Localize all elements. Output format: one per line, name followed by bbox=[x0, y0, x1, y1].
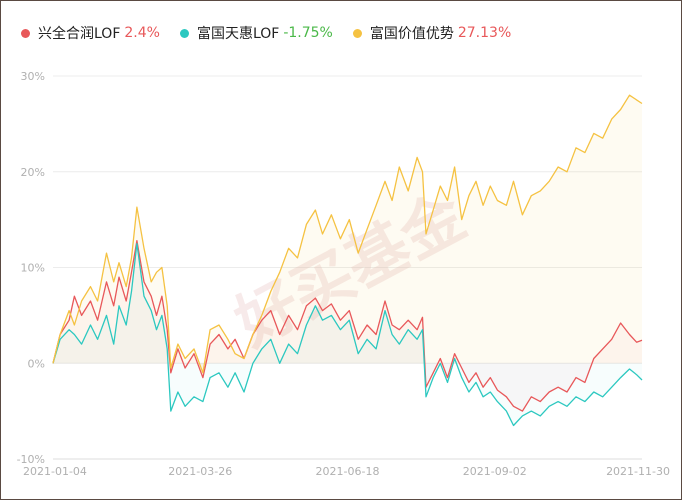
legend-label-series-0: 兴全合润LOF bbox=[38, 26, 121, 42]
series-area-1 bbox=[53, 243, 642, 426]
y-tick-label-2: 10% bbox=[21, 262, 45, 275]
legend-dot-series-0 bbox=[21, 28, 30, 38]
y-tick-label-0: 30% bbox=[21, 70, 45, 83]
legend-label-series-2: 富国价值优势 bbox=[369, 26, 454, 42]
legend-value-series-1: -1.75% bbox=[283, 25, 333, 41]
legend: 兴全合润LOF 2.4% 富国天惠LOF -1.75% 富国价值优势 27.13… bbox=[21, 23, 531, 43]
series-line-2 bbox=[52, 94, 643, 374]
y-tick-label-1: 20% bbox=[21, 166, 45, 179]
legend-value-series-0: 2.4% bbox=[124, 25, 160, 41]
x-tick-label-2: 2021-06-18 bbox=[316, 465, 380, 478]
series-area-2 bbox=[53, 95, 642, 373]
series-line-1 bbox=[52, 242, 643, 427]
x-tick-label-0: 2021-01-04 bbox=[23, 465, 87, 478]
x-tick-label-1: 2021-03-26 bbox=[168, 465, 232, 478]
y-tick-label-4: -10% bbox=[17, 453, 45, 466]
legend-item-series-0[interactable]: 兴全合润LOF 2.4% bbox=[21, 23, 160, 43]
series-area-0 bbox=[53, 240, 642, 412]
series-line-0 bbox=[52, 240, 643, 412]
legend-value-series-2: 27.13% bbox=[457, 25, 512, 41]
legend-dot-series-2 bbox=[352, 28, 362, 38]
legend-label-series-1: 富国天惠LOF bbox=[196, 26, 280, 42]
y-tick-label-3: 0% bbox=[28, 357, 45, 370]
legend-dot-series-1 bbox=[179, 28, 189, 38]
legend-item-series-1[interactable]: 富国天惠LOF -1.75% bbox=[179, 23, 333, 43]
x-tick-label-4: 2021-11-30 bbox=[606, 465, 670, 478]
legend-item-series-2[interactable]: 富国价值优势 27.13% bbox=[352, 23, 512, 43]
x-tick-label-3: 2021-09-02 bbox=[463, 465, 527, 478]
